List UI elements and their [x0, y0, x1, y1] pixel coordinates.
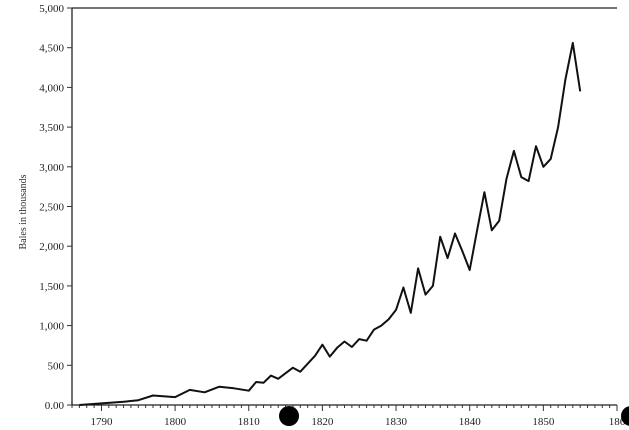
y-tick-label: 500 — [48, 360, 65, 372]
axes — [71, 7, 617, 406]
x-tick-label: 1840 — [459, 416, 482, 428]
y-tick-label: 3,500 — [39, 122, 64, 134]
y-axis-title: Bales in thousands — [18, 174, 29, 249]
y-tick-label: 2,000 — [39, 241, 64, 253]
series-line — [79, 41, 582, 406]
x-ticks: 1790 1800 1810 1820 1830 1840 1850 186 — [90, 405, 626, 428]
series-group — [79, 41, 582, 406]
x-tick-label: 1850 — [532, 416, 555, 428]
y-tick-label: 1,000 — [39, 321, 64, 333]
y-tick-label: 0.00 — [45, 400, 65, 412]
y-tick-label: 2,500 — [39, 202, 64, 214]
y-ticks: 0.00 500 1,000 1,500 2,000 2,500 3,000 3,500 4,0… — [39, 3, 72, 412]
y-tick-label: 4,500 — [39, 43, 64, 55]
binding-hole-mark — [279, 406, 299, 426]
y-tick-label: 1,500 — [39, 281, 64, 293]
binding-hole-mark — [621, 406, 629, 426]
x-tick-label: 1820 — [311, 416, 334, 428]
x-tick-label: 1830 — [385, 416, 408, 428]
y-tick-label: 4,000 — [39, 82, 64, 94]
y-tick-label: 5,000 — [39, 3, 64, 15]
x-tick-label: 1810 — [238, 416, 261, 428]
y-tick-label: 3,000 — [39, 162, 64, 174]
x-tick-label: 1790 — [90, 416, 113, 428]
x-tick-label: 1800 — [164, 416, 187, 428]
